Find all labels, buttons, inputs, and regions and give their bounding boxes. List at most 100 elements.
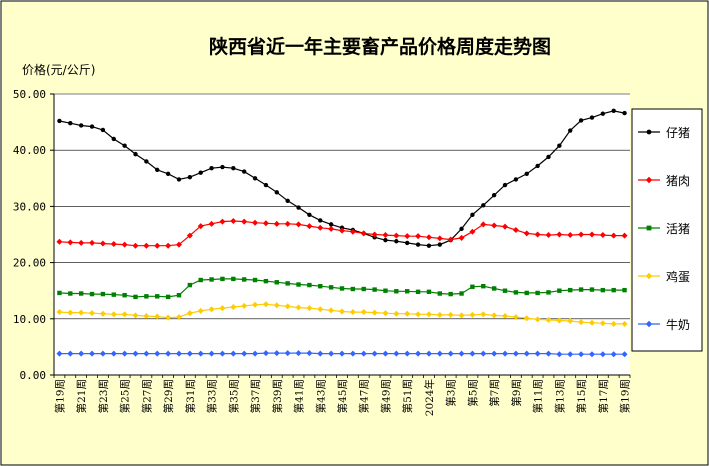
data-point xyxy=(241,218,248,225)
data-point xyxy=(459,291,464,296)
y-tick-label: 20.00 xyxy=(13,257,46,270)
data-point xyxy=(534,231,541,238)
data-point xyxy=(197,307,204,314)
data-point xyxy=(197,350,204,357)
data-point xyxy=(512,350,519,357)
data-point xyxy=(57,290,62,296)
data-point xyxy=(469,350,476,357)
data-point xyxy=(67,239,74,246)
y-tick-label: 50.00 xyxy=(13,88,46,101)
data-point xyxy=(361,286,366,292)
data-point xyxy=(165,242,172,249)
data-point xyxy=(133,294,138,300)
data-point xyxy=(349,309,356,316)
data-point xyxy=(599,351,606,358)
data-point xyxy=(599,320,606,327)
data-point xyxy=(176,177,182,182)
data-point xyxy=(274,280,279,285)
data-point xyxy=(523,315,530,322)
data-point xyxy=(469,311,476,318)
data-point xyxy=(600,111,606,116)
data-point xyxy=(318,284,323,289)
data-point xyxy=(186,350,193,357)
data-point xyxy=(295,350,302,357)
data-point xyxy=(448,291,453,297)
data-point xyxy=(491,312,498,319)
x-tick-label: 第25周 xyxy=(119,379,132,413)
x-tick-label: 第37周 xyxy=(249,379,262,413)
data-point xyxy=(252,277,258,283)
data-point xyxy=(56,309,63,316)
data-point xyxy=(371,231,378,238)
data-point xyxy=(502,182,508,188)
series-3 xyxy=(56,301,628,327)
data-point xyxy=(328,350,335,357)
data-point xyxy=(110,311,117,318)
data-point xyxy=(100,291,106,297)
data-point xyxy=(405,240,410,246)
data-point xyxy=(405,289,410,294)
data-point xyxy=(383,288,388,293)
data-point xyxy=(621,232,628,239)
data-point xyxy=(589,287,595,292)
data-point xyxy=(273,350,280,357)
x-tick-label: 第31周 xyxy=(184,379,197,413)
data-point xyxy=(306,223,313,230)
data-point xyxy=(480,221,487,228)
data-point xyxy=(328,285,334,290)
data-point xyxy=(610,232,617,239)
data-point xyxy=(220,276,225,282)
data-point xyxy=(144,159,149,164)
data-point xyxy=(502,312,509,319)
data-point xyxy=(481,203,486,208)
legend-label: 活猪 xyxy=(666,222,690,236)
data-point xyxy=(447,350,454,357)
data-point xyxy=(175,350,182,357)
data-point xyxy=(622,287,627,293)
x-tick-label: 第19周 xyxy=(619,379,632,413)
data-point xyxy=(534,350,541,357)
legend-box xyxy=(631,108,703,352)
series-1 xyxy=(56,218,628,249)
data-point xyxy=(219,305,226,312)
data-point xyxy=(219,218,226,225)
data-point xyxy=(132,312,139,319)
y-tick-label: 40.00 xyxy=(13,144,46,157)
data-point xyxy=(231,276,236,282)
data-point xyxy=(306,305,313,312)
data-point xyxy=(208,220,215,227)
data-point xyxy=(610,351,617,358)
data-point xyxy=(524,171,529,177)
legend-item-1: 猪肉 xyxy=(638,174,690,188)
y-tick-label: 30.00 xyxy=(13,200,46,213)
data-point xyxy=(588,319,595,326)
x-tick-label: 第21周 xyxy=(75,379,88,413)
data-point xyxy=(57,118,62,124)
data-point xyxy=(491,192,497,198)
x-tick-label: 第15周 xyxy=(575,379,588,413)
data-point xyxy=(567,351,574,358)
data-point xyxy=(404,350,411,357)
data-point xyxy=(317,350,324,357)
data-point xyxy=(186,310,193,317)
x-tick-label: 第43周 xyxy=(314,379,327,413)
data-point xyxy=(600,287,606,293)
data-point xyxy=(512,227,519,234)
data-point xyxy=(241,302,248,309)
data-point xyxy=(132,242,139,249)
data-point xyxy=(382,350,389,357)
data-point xyxy=(306,350,313,357)
data-point xyxy=(241,277,247,282)
x-tick-label: 2024年 xyxy=(423,379,436,416)
data-point xyxy=(415,311,422,318)
data-point xyxy=(154,350,161,357)
data-point xyxy=(524,290,529,296)
data-point xyxy=(425,311,432,318)
data-point xyxy=(425,350,432,357)
data-point xyxy=(110,241,117,248)
data-point xyxy=(241,350,248,357)
data-point xyxy=(415,289,421,295)
